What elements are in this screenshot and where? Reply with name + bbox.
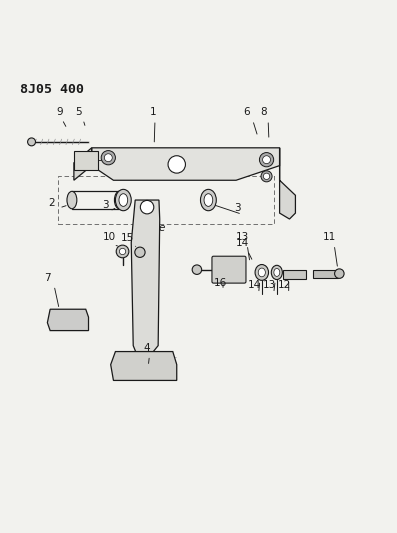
Ellipse shape (114, 191, 124, 209)
Ellipse shape (274, 269, 280, 277)
Text: 3: 3 (102, 200, 109, 211)
Circle shape (135, 247, 145, 257)
Polygon shape (92, 148, 279, 180)
Text: 13: 13 (263, 280, 276, 290)
Text: 11: 11 (322, 232, 336, 242)
Text: 2: 2 (48, 198, 55, 208)
Bar (74, 151, 98, 169)
Bar (283, 270, 306, 279)
Text: 14: 14 (236, 238, 249, 248)
Circle shape (101, 151, 116, 165)
Text: 6: 6 (243, 107, 250, 117)
Text: 16: 16 (214, 278, 227, 288)
Ellipse shape (258, 268, 265, 277)
Text: e: e (159, 223, 165, 233)
Circle shape (259, 152, 274, 167)
Ellipse shape (204, 193, 213, 206)
Text: 15: 15 (121, 233, 134, 243)
Text: 1: 1 (150, 107, 156, 117)
Text: 9: 9 (56, 107, 63, 117)
Polygon shape (47, 309, 89, 330)
Circle shape (104, 154, 112, 161)
Text: 3: 3 (234, 203, 241, 213)
Circle shape (28, 138, 35, 146)
Circle shape (192, 265, 202, 274)
Ellipse shape (116, 189, 131, 211)
Ellipse shape (67, 191, 77, 209)
Text: 12: 12 (278, 280, 291, 290)
Circle shape (119, 248, 126, 255)
FancyBboxPatch shape (212, 256, 246, 283)
Ellipse shape (255, 264, 268, 280)
Polygon shape (131, 200, 160, 358)
Circle shape (168, 156, 185, 173)
Ellipse shape (200, 189, 216, 211)
Circle shape (116, 245, 129, 258)
Text: 5: 5 (75, 107, 82, 117)
Circle shape (262, 156, 270, 164)
Polygon shape (279, 148, 295, 219)
Text: 8J05 400: 8J05 400 (21, 83, 85, 95)
Circle shape (335, 269, 344, 278)
Circle shape (261, 171, 272, 182)
Polygon shape (111, 352, 177, 381)
Circle shape (141, 200, 154, 214)
Text: 13: 13 (236, 232, 249, 242)
Ellipse shape (271, 265, 282, 279)
Text: 14: 14 (248, 280, 261, 290)
Text: 8: 8 (260, 107, 267, 117)
Polygon shape (74, 148, 92, 180)
Bar (313, 270, 338, 278)
Ellipse shape (119, 193, 128, 206)
Text: 4: 4 (143, 343, 150, 353)
Circle shape (263, 173, 270, 180)
Text: 7: 7 (44, 273, 51, 283)
Text: 10: 10 (102, 232, 116, 242)
